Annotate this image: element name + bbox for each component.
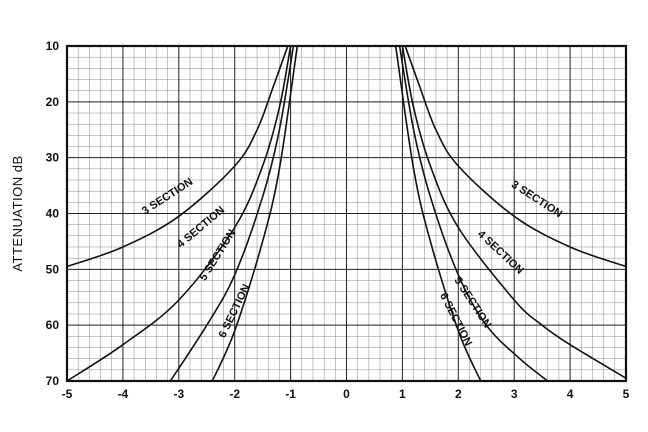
y-tick-label: 40 [46, 207, 60, 221]
x-tick-label: -5 [62, 387, 73, 401]
x-tick-label: 0 [343, 387, 350, 401]
series-line-right-4-section [401, 45, 627, 379]
y-axis-label: ATTENUATION dB [10, 155, 25, 271]
x-tick-label: -4 [118, 387, 129, 401]
x-tick-label: -2 [229, 387, 240, 401]
x-tick-label: 4 [567, 387, 574, 401]
y-tick-label: 10 [46, 39, 60, 53]
y-tick-label: 70 [46, 374, 60, 388]
series-line-right-6-section [394, 45, 482, 382]
y-tick-labels: 10 20 30 40 50 60 70 [46, 39, 60, 388]
series-line-left-6-section [211, 45, 299, 382]
plot-frame [65, 44, 628, 383]
series-line-right-5-section [398, 45, 549, 382]
x-tick-label: 1 [399, 387, 406, 401]
x-tick-labels: -5 -4 -3 -2 -1 0 1 2 3 4 5 [62, 387, 630, 401]
y-tick-label: 60 [46, 318, 60, 332]
series-line-left-4-section [66, 45, 292, 382]
major-grid [65, 44, 628, 383]
series-line-left-3-section [66, 45, 289, 268]
x-tick-label: -3 [173, 387, 184, 401]
y-tick-label: 50 [46, 262, 60, 276]
x-tick-label: 5 [623, 387, 630, 401]
series-line-right-3-section [404, 45, 627, 268]
series-line-left-5-section [169, 45, 295, 382]
y-tick-label: 30 [46, 151, 60, 165]
curves [66, 45, 627, 382]
x-tick-label: 2 [455, 387, 462, 401]
y-tick-label: 20 [46, 95, 60, 109]
x-tick-label: 3 [511, 387, 518, 401]
x-tick-label: -1 [285, 387, 296, 401]
